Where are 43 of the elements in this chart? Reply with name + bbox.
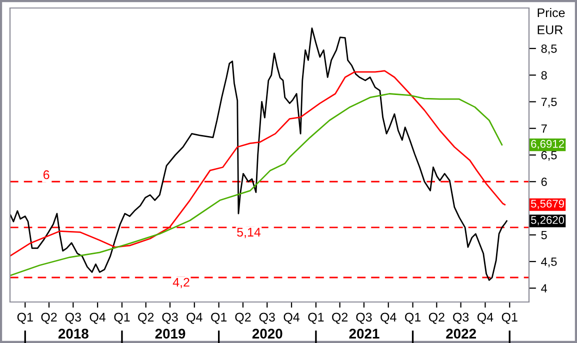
x-tick-label: Q2 xyxy=(138,312,154,324)
ref-line-label: 6 xyxy=(43,170,50,180)
x-tick-label: Q4 xyxy=(90,312,106,324)
x-tick-label: Q1 xyxy=(502,312,518,324)
x-tick-label: Q2 xyxy=(332,312,348,324)
x2-tick-label: 2020 xyxy=(252,328,282,339)
y-tick-label: 7 xyxy=(541,124,547,133)
y-tick-label: 8 xyxy=(541,71,547,80)
ref-line-label: 5,14 xyxy=(237,228,261,238)
x-tick-label: Q3 xyxy=(65,312,81,324)
y-axis-title: Price EUR xyxy=(538,8,565,34)
x-tick-label: Q1 xyxy=(114,312,130,324)
x2-tick-label: 2019 xyxy=(155,328,186,339)
x-tick-label: Q1 xyxy=(17,312,33,324)
ref-line-label: 4,2 xyxy=(172,278,190,288)
x-tick-label: Q2 xyxy=(235,312,251,324)
annotation: 5,2620 xyxy=(531,216,564,226)
y-tick-label: 4 xyxy=(541,284,548,292)
x-tick-label: Q4 xyxy=(186,312,202,324)
x-tick-label: Q1 xyxy=(308,312,324,324)
y-tick-label: 5 xyxy=(541,231,547,240)
x-tick-label: Q4 xyxy=(380,312,396,324)
annotation: 5,5679 xyxy=(531,200,564,209)
x-tick-label: Q4 xyxy=(477,312,494,324)
line-series xyxy=(10,93,503,276)
x-tick-label: Q1 xyxy=(211,312,227,324)
x-tick-label: Q3 xyxy=(259,312,275,324)
annotation: 6,6912 xyxy=(531,140,564,150)
x2-tick-label: 2018 xyxy=(58,328,88,339)
y-tick-label: 4,5 xyxy=(541,258,557,268)
x-tick-label: Q1 xyxy=(405,312,421,324)
x-tick-label: Q4 xyxy=(284,312,300,324)
y-tick-label: 8,5 xyxy=(541,44,557,54)
x2-tick-label: 2021 xyxy=(349,328,380,339)
y-tick-label: 6 xyxy=(541,178,547,186)
y-tick-label: 7,5 xyxy=(541,98,557,108)
x-tick-label: Q3 xyxy=(162,312,178,324)
x-tick-label: Q3 xyxy=(453,312,469,324)
x-tick-label: Q2 xyxy=(428,312,444,324)
x2-tick-label: 2022 xyxy=(446,328,476,339)
x-tick-label: Q2 xyxy=(41,312,57,324)
x-tick-label: Q3 xyxy=(356,312,372,324)
y-tick-label: 6,5 xyxy=(541,151,557,161)
